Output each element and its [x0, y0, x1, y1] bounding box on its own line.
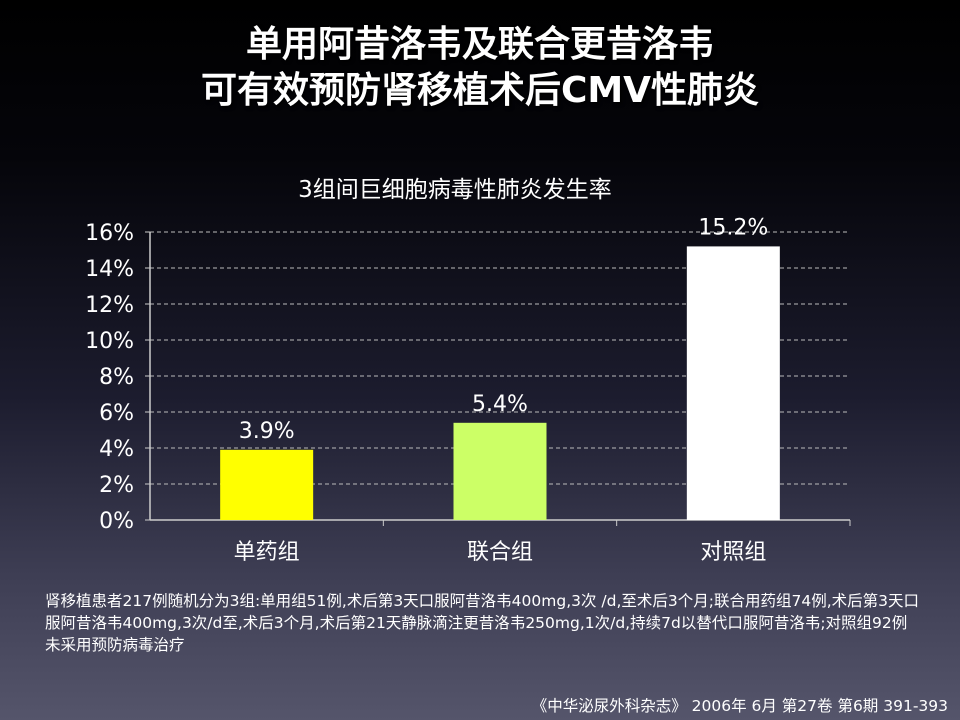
slide-title: 单用阿昔洛韦及联合更昔洛韦 可有效预防肾移植术后CMV性肺炎: [0, 22, 960, 114]
y-tick-label: 10%: [85, 329, 134, 354]
category-label: 对照组: [700, 540, 766, 565]
data-label: 3.9%: [239, 419, 295, 444]
category-label: 联合组: [467, 540, 533, 565]
source-citation: 《中华泌尿外科杂志》 2006年 6月 第27卷 第6期 391-393: [531, 697, 948, 715]
category-label: 单药组: [234, 540, 300, 565]
y-tick-label: 2%: [99, 473, 134, 498]
bar: [686, 246, 780, 520]
bar: [453, 422, 547, 520]
y-tick-label: 12%: [85, 293, 134, 318]
y-tick-label: 4%: [99, 437, 134, 462]
study-note: 肾移植患者217例随机分为3组:单用组51例,术后第3天口服阿昔洛韦400mg,…: [45, 592, 920, 654]
y-tick-label: 0%: [99, 509, 134, 534]
y-tick-label: 8%: [99, 365, 134, 390]
slide-title-line-1: 单用阿昔洛韦及联合更昔洛韦: [245, 24, 714, 65]
chart-title: 3组间巨细胞病毒性肺炎发生率: [298, 177, 612, 203]
bar: [220, 449, 314, 520]
y-tick-label: 16%: [85, 221, 134, 246]
y-tick-label: 6%: [99, 401, 134, 426]
y-tick-label: 14%: [85, 257, 134, 282]
slide-title-line-2: 可有效预防肾移植术后CMV性肺炎: [200, 70, 760, 111]
data-label: 5.4%: [472, 392, 528, 417]
data-label: 15.2%: [698, 215, 768, 240]
